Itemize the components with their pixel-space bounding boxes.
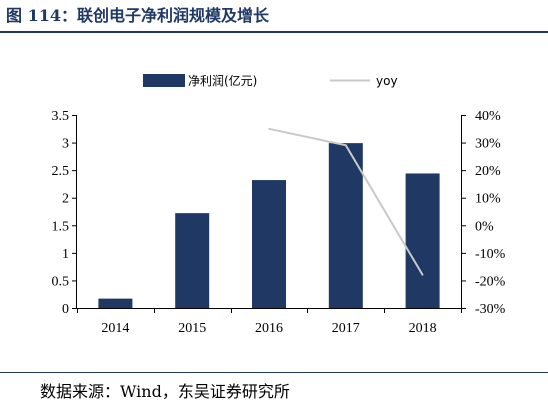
y-right-tick-label: -20%: [475, 274, 506, 289]
x-tick-label: 2018: [409, 321, 437, 336]
legend: 净利润(亿元) yoy: [143, 73, 398, 88]
y-left-tick-label: 3: [62, 137, 69, 152]
bar: [175, 213, 210, 308]
x-tick-label: 2015: [178, 321, 206, 336]
bar: [252, 180, 286, 308]
legend-bar-swatch: [143, 74, 185, 87]
y-right-tick-label: 30%: [475, 137, 501, 152]
y-right-tick-label: 10%: [475, 192, 501, 207]
bottom-divider: [0, 372, 548, 373]
source-note: 数据来源：Wind，东吴证券研究所: [40, 382, 290, 401]
y-left-tick-label: 3.5: [52, 109, 70, 124]
y-left-tick-label: 2: [62, 192, 69, 207]
yoy-point: [421, 274, 424, 276]
x-tick-label: 2016: [255, 321, 283, 336]
y-right-tick-label: 40%: [475, 109, 501, 124]
x-tick-label: 2014: [101, 321, 129, 336]
y-left-tick-label: 2.5: [52, 164, 70, 179]
yoy-point: [345, 144, 347, 147]
y-right-tick-label: 0%: [475, 219, 494, 234]
legend-line-label: yoy: [376, 74, 398, 88]
y-right-tick-label: -30%: [475, 302, 506, 317]
top-divider: [0, 31, 548, 33]
y-left-tick-label: 1.5: [52, 219, 70, 234]
plot-area: 0 0.5 1 1.5 2 2.5 3 3.5 -30% -20% -10% 0% 10% 20% 30% 4…: [52, 109, 506, 336]
bar: [405, 173, 440, 308]
y-left-tick-label: 0: [62, 302, 69, 317]
y-right-tick-label: 20%: [475, 164, 501, 179]
y-left-tick-label: 0.5: [52, 274, 70, 289]
x-tick-label: 2017: [332, 321, 360, 336]
chart: 净利润(亿元) yoy 0 0.5 1 1.5 2 2.5 3 3.5 -30% -20% -10%…: [52, 73, 506, 336]
legend-bar-label: 净利润(亿元): [188, 73, 257, 88]
y-left-tick-label: 1: [62, 247, 69, 262]
yoy-point: [268, 127, 270, 130]
bar: [98, 298, 133, 308]
y-right-tick-label: -10%: [475, 247, 506, 262]
figure-title: 图 114：联创电子净利润规模及增长: [6, 6, 269, 25]
bar: [328, 143, 363, 308]
